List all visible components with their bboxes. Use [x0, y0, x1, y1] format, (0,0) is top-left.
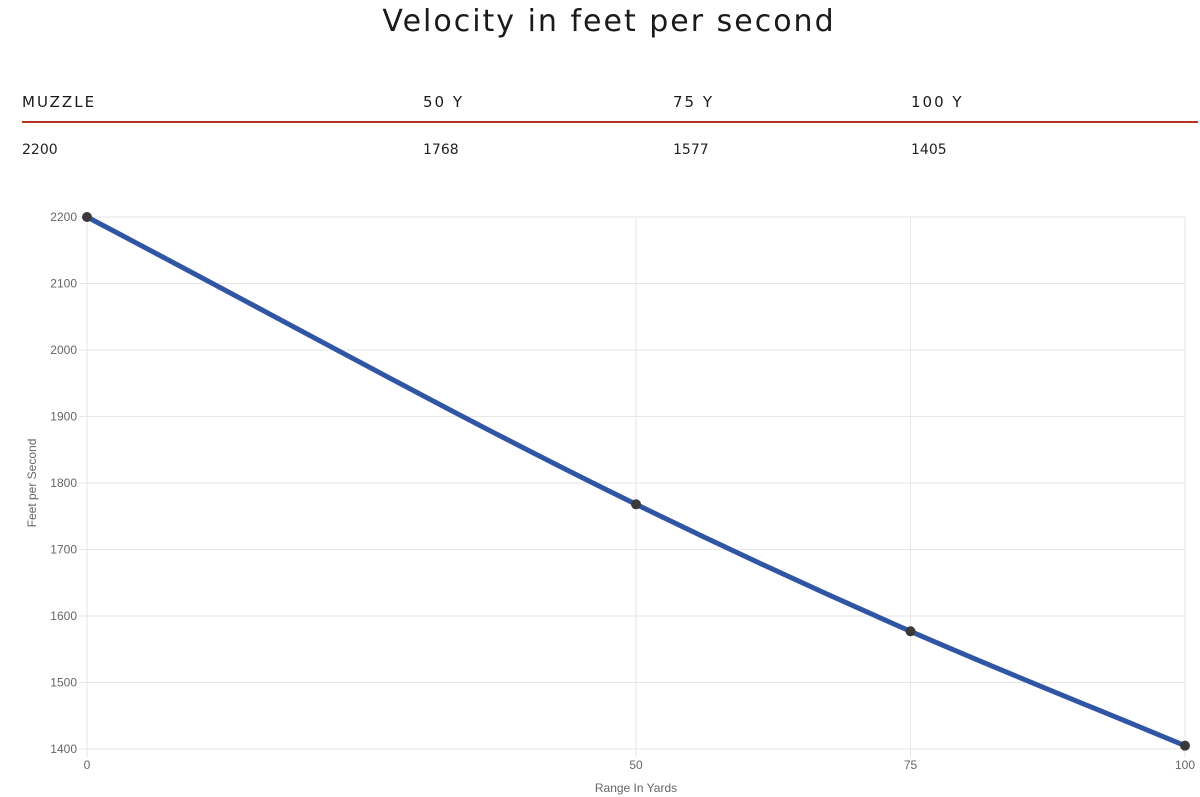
velocity-table-value-row: 2200 1768 1577 1405 [22, 123, 1198, 159]
value-75-yards: 1577 [673, 142, 709, 158]
data-point[interactable] [905, 626, 916, 637]
value-100-yards: 1405 [911, 142, 947, 158]
x-axis-title: Range In Yards [595, 781, 677, 795]
y-tick-label: 1600 [50, 609, 77, 623]
series-line [84, 214, 1188, 749]
x-tick-label: 0 [84, 758, 91, 772]
header-muzzle: MUZZLE [22, 93, 97, 111]
y-axis-title: Feet per Second [25, 439, 39, 528]
header-50-yards: 50 Y [423, 93, 465, 111]
value-50-yards: 1768 [423, 142, 459, 158]
y-tick-label: 2200 [50, 210, 77, 224]
x-tick-label: 100 [1175, 758, 1195, 772]
grid-lines [86, 216, 1186, 750]
y-tick-label: 2000 [50, 343, 77, 357]
y-tick-label: 1900 [50, 410, 77, 424]
series-layer [84, 214, 1188, 749]
velocity-line-chart: 1400 1500 1600 1700 1800 1900 2000 2100 2200 0 50… [25, 210, 1195, 795]
x-axis-ticks: 0 50 75 100 [84, 749, 1195, 772]
data-points [82, 212, 1190, 751]
y-tick-label: 1800 [50, 476, 77, 490]
y-tick-label: 1500 [50, 676, 77, 690]
x-tick-label: 50 [629, 758, 643, 772]
y-tick-label: 2100 [50, 277, 77, 291]
y-tick-label: 1700 [50, 543, 77, 557]
y-axis-ticks: 1400 1500 1600 1700 1800 1900 2000 2100 2200 [50, 210, 87, 756]
chart-title: Velocity in feet per second [382, 4, 836, 39]
value-muzzle: 2200 [22, 142, 58, 158]
header-100-yards: 100 Y [911, 93, 964, 111]
velocity-table: MUZZLE 50 Y 75 Y 100 Y 2200 1768 1577 14… [22, 85, 1198, 159]
x-tick-label: 75 [904, 758, 918, 772]
header-75-yards: 75 Y [673, 93, 715, 111]
y-tick-label: 1400 [50, 742, 77, 756]
data-point[interactable] [1180, 740, 1190, 751]
velocity-table-header-row: MUZZLE 50 Y 75 Y 100 Y [22, 85, 1198, 123]
data-point[interactable] [82, 212, 92, 222]
data-point[interactable] [631, 499, 641, 510]
